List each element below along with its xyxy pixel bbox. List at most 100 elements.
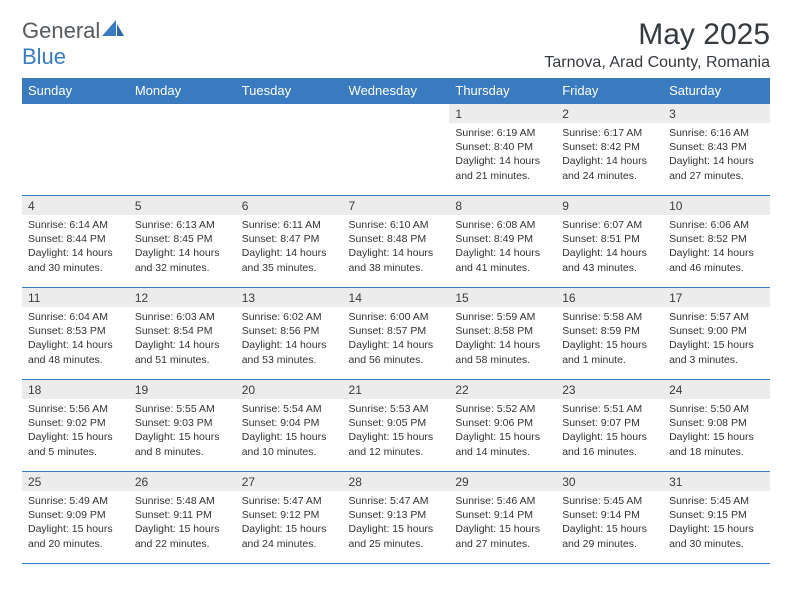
calendar-cell: 23Sunrise: 5:51 AMSunset: 9:07 PMDayligh…	[556, 380, 663, 472]
day-details: Sunrise: 6:08 AMSunset: 8:49 PMDaylight:…	[449, 215, 556, 281]
sunrise-text: Sunrise: 5:58 AM	[562, 310, 657, 324]
sunrise-text: Sunrise: 6:07 AM	[562, 218, 657, 232]
calendar-cell	[343, 104, 450, 196]
day-number: 14	[343, 288, 450, 307]
sunrise-text: Sunrise: 5:54 AM	[242, 402, 337, 416]
day-number: 19	[129, 380, 236, 399]
day-details: Sunrise: 5:47 AMSunset: 9:13 PMDaylight:…	[343, 491, 450, 557]
daylight-text: Daylight: 14 hours and 43 minutes.	[562, 246, 657, 274]
calendar-week: 18Sunrise: 5:56 AMSunset: 9:02 PMDayligh…	[22, 380, 770, 472]
daylight-text: Daylight: 14 hours and 32 minutes.	[135, 246, 230, 274]
sunrise-text: Sunrise: 6:19 AM	[455, 126, 550, 140]
day-details: Sunrise: 5:47 AMSunset: 9:12 PMDaylight:…	[236, 491, 343, 557]
calendar-cell: 5Sunrise: 6:13 AMSunset: 8:45 PMDaylight…	[129, 196, 236, 288]
sunrise-text: Sunrise: 6:14 AM	[28, 218, 123, 232]
calendar-cell: 12Sunrise: 6:03 AMSunset: 8:54 PMDayligh…	[129, 288, 236, 380]
day-number: 13	[236, 288, 343, 307]
sunrise-text: Sunrise: 5:56 AM	[28, 402, 123, 416]
day-number: 17	[663, 288, 770, 307]
day-number: 4	[22, 196, 129, 215]
day-details: Sunrise: 5:51 AMSunset: 9:07 PMDaylight:…	[556, 399, 663, 465]
sunrise-text: Sunrise: 5:47 AM	[242, 494, 337, 508]
calendar-cell	[22, 104, 129, 196]
sunset-text: Sunset: 9:14 PM	[455, 508, 550, 522]
daylight-text: Daylight: 15 hours and 8 minutes.	[135, 430, 230, 458]
day-details: Sunrise: 6:04 AMSunset: 8:53 PMDaylight:…	[22, 307, 129, 373]
weekday-header: Monday	[129, 78, 236, 104]
calendar-cell: 27Sunrise: 5:47 AMSunset: 9:12 PMDayligh…	[236, 472, 343, 564]
daylight-text: Daylight: 15 hours and 20 minutes.	[28, 522, 123, 550]
calendar-header-row: SundayMondayTuesdayWednesdayThursdayFrid…	[22, 78, 770, 104]
weekday-header: Wednesday	[343, 78, 450, 104]
daylight-text: Daylight: 15 hours and 18 minutes.	[669, 430, 764, 458]
day-details: Sunrise: 5:45 AMSunset: 9:14 PMDaylight:…	[556, 491, 663, 557]
sunset-text: Sunset: 8:47 PM	[242, 232, 337, 246]
calendar-cell: 11Sunrise: 6:04 AMSunset: 8:53 PMDayligh…	[22, 288, 129, 380]
sunrise-text: Sunrise: 5:46 AM	[455, 494, 550, 508]
calendar-cell: 9Sunrise: 6:07 AMSunset: 8:51 PMDaylight…	[556, 196, 663, 288]
calendar-cell: 7Sunrise: 6:10 AMSunset: 8:48 PMDaylight…	[343, 196, 450, 288]
sunset-text: Sunset: 9:00 PM	[669, 324, 764, 338]
calendar-cell: 20Sunrise: 5:54 AMSunset: 9:04 PMDayligh…	[236, 380, 343, 472]
day-number: 1	[449, 104, 556, 123]
sunrise-text: Sunrise: 6:08 AM	[455, 218, 550, 232]
month-title: May 2025	[544, 18, 770, 52]
weekday-header: Tuesday	[236, 78, 343, 104]
sunset-text: Sunset: 9:15 PM	[669, 508, 764, 522]
header: General Blue May 2025 Tarnova, Arad Coun…	[22, 18, 770, 72]
calendar-cell: 2Sunrise: 6:17 AMSunset: 8:42 PMDaylight…	[556, 104, 663, 196]
sunrise-text: Sunrise: 6:17 AM	[562, 126, 657, 140]
sunset-text: Sunset: 9:06 PM	[455, 416, 550, 430]
sunrise-text: Sunrise: 5:59 AM	[455, 310, 550, 324]
daylight-text: Daylight: 14 hours and 38 minutes.	[349, 246, 444, 274]
day-details: Sunrise: 5:45 AMSunset: 9:15 PMDaylight:…	[663, 491, 770, 557]
day-details: Sunrise: 5:53 AMSunset: 9:05 PMDaylight:…	[343, 399, 450, 465]
day-number: 10	[663, 196, 770, 215]
daylight-text: Daylight: 15 hours and 25 minutes.	[349, 522, 444, 550]
sunset-text: Sunset: 8:42 PM	[562, 140, 657, 154]
day-details: Sunrise: 5:57 AMSunset: 9:00 PMDaylight:…	[663, 307, 770, 373]
sunrise-text: Sunrise: 6:11 AM	[242, 218, 337, 232]
day-number: 31	[663, 472, 770, 491]
day-number: 23	[556, 380, 663, 399]
day-number: 21	[343, 380, 450, 399]
calendar-cell: 14Sunrise: 6:00 AMSunset: 8:57 PMDayligh…	[343, 288, 450, 380]
weekday-header: Thursday	[449, 78, 556, 104]
sunrise-text: Sunrise: 5:51 AM	[562, 402, 657, 416]
calendar-cell: 17Sunrise: 5:57 AMSunset: 9:00 PMDayligh…	[663, 288, 770, 380]
daylight-text: Daylight: 14 hours and 30 minutes.	[28, 246, 123, 274]
day-number: 11	[22, 288, 129, 307]
day-number: 15	[449, 288, 556, 307]
day-number: 5	[129, 196, 236, 215]
day-details: Sunrise: 6:13 AMSunset: 8:45 PMDaylight:…	[129, 215, 236, 281]
day-details: Sunrise: 5:48 AMSunset: 9:11 PMDaylight:…	[129, 491, 236, 557]
daylight-text: Daylight: 15 hours and 24 minutes.	[242, 522, 337, 550]
sunset-text: Sunset: 8:57 PM	[349, 324, 444, 338]
sunrise-text: Sunrise: 5:53 AM	[349, 402, 444, 416]
day-details: Sunrise: 5:50 AMSunset: 9:08 PMDaylight:…	[663, 399, 770, 465]
day-number: 8	[449, 196, 556, 215]
calendar-cell: 24Sunrise: 5:50 AMSunset: 9:08 PMDayligh…	[663, 380, 770, 472]
day-number: 29	[449, 472, 556, 491]
daylight-text: Daylight: 14 hours and 58 minutes.	[455, 338, 550, 366]
day-details: Sunrise: 6:03 AMSunset: 8:54 PMDaylight:…	[129, 307, 236, 373]
daylight-text: Daylight: 14 hours and 48 minutes.	[28, 338, 123, 366]
day-number: 24	[663, 380, 770, 399]
day-number: 18	[22, 380, 129, 399]
day-details: Sunrise: 6:06 AMSunset: 8:52 PMDaylight:…	[663, 215, 770, 281]
day-number: 26	[129, 472, 236, 491]
calendar-cell: 31Sunrise: 5:45 AMSunset: 9:15 PMDayligh…	[663, 472, 770, 564]
day-details: Sunrise: 5:59 AMSunset: 8:58 PMDaylight:…	[449, 307, 556, 373]
day-details: Sunrise: 6:07 AMSunset: 8:51 PMDaylight:…	[556, 215, 663, 281]
day-number: 6	[236, 196, 343, 215]
sunrise-text: Sunrise: 5:57 AM	[669, 310, 764, 324]
weekday-header: Sunday	[22, 78, 129, 104]
weekday-header: Saturday	[663, 78, 770, 104]
day-details: Sunrise: 6:02 AMSunset: 8:56 PMDaylight:…	[236, 307, 343, 373]
daylight-text: Daylight: 15 hours and 30 minutes.	[669, 522, 764, 550]
calendar-cell: 29Sunrise: 5:46 AMSunset: 9:14 PMDayligh…	[449, 472, 556, 564]
sunrise-text: Sunrise: 6:06 AM	[669, 218, 764, 232]
daylight-text: Daylight: 14 hours and 21 minutes.	[455, 154, 550, 182]
title-block: May 2025 Tarnova, Arad County, Romania	[544, 18, 770, 72]
day-number: 22	[449, 380, 556, 399]
